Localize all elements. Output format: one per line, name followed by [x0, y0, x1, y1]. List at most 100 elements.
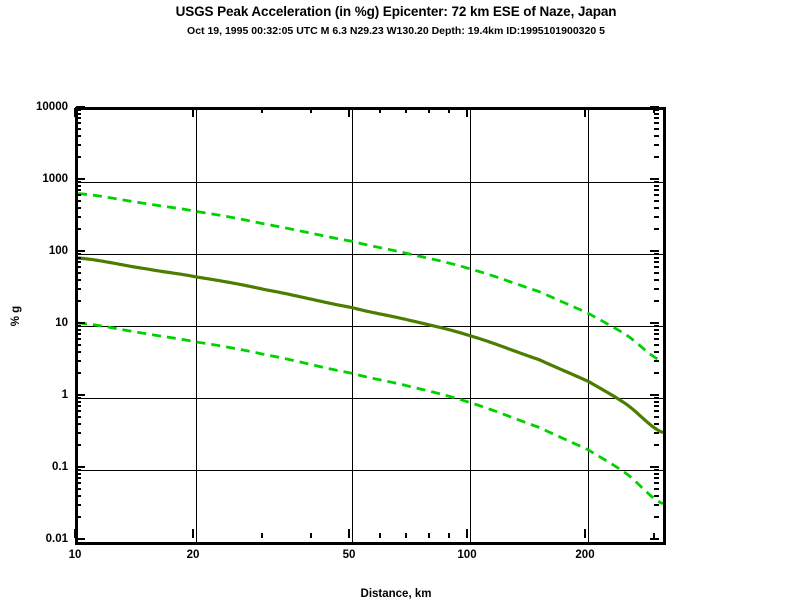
y-tick-label: 10 — [55, 317, 68, 329]
y-axis-tick-major — [650, 466, 659, 468]
y-axis-tick-minor — [76, 423, 81, 425]
x-tick-label: 200 — [575, 549, 595, 561]
y-axis-tick-minor — [654, 266, 659, 268]
y-axis-tick-major — [76, 322, 85, 324]
y-axis-tick-minor — [76, 128, 81, 130]
y-axis-tick-minor — [76, 156, 81, 158]
y-axis-tick-minor — [76, 444, 81, 446]
y-axis-tick-minor — [76, 207, 81, 209]
y-axis-tick-minor — [76, 405, 81, 407]
y-axis-tick-minor — [76, 360, 81, 362]
y-axis-tick-minor — [654, 207, 659, 209]
y-axis-tick-minor — [76, 469, 81, 471]
x-axis-tick-minor — [310, 533, 312, 538]
x-axis-tick-minor — [448, 108, 450, 113]
x-axis-tick-major — [192, 529, 194, 538]
y-axis-tick-minor — [76, 351, 81, 353]
x-axis-tick-major — [348, 108, 350, 117]
y-axis-tick-minor — [76, 325, 81, 327]
x-axis-tick-major — [584, 529, 586, 538]
y-tick-label: 10000 — [36, 101, 68, 113]
y-axis-tick-minor — [76, 189, 81, 191]
x-axis-tick-minor — [428, 533, 430, 538]
x-axis-title: Distance, km — [360, 588, 432, 600]
y-axis-tick-major — [76, 394, 85, 396]
y-axis-tick-minor — [76, 113, 81, 115]
plot-frame — [75, 107, 666, 545]
y-axis-tick-major — [650, 538, 659, 540]
y-axis-tick-minor — [76, 253, 81, 255]
y-axis-tick-minor — [76, 266, 81, 268]
y-tick-label: 0.1 — [52, 461, 68, 473]
y-axis-tick-minor — [654, 482, 659, 484]
y-axis-tick-minor — [654, 135, 659, 137]
y-axis-tick-minor — [654, 216, 659, 218]
y-axis-tick-minor — [654, 228, 659, 230]
y-axis-tick-minor — [76, 410, 81, 412]
bound-curve — [78, 192, 663, 363]
x-axis-tick-minor — [261, 108, 263, 113]
y-axis-tick-minor — [76, 181, 81, 183]
y-axis-tick-minor — [654, 397, 659, 399]
x-axis-tick-major — [466, 108, 468, 117]
y-axis-tick-minor — [654, 416, 659, 418]
y-axis-tick-major — [650, 178, 659, 180]
y-axis-tick-minor — [76, 473, 81, 475]
y-axis-tick-minor — [76, 257, 81, 259]
y-axis-tick-minor — [654, 401, 659, 403]
event-subtitle: Oct 19, 1995 00:32:05 UTC M 6.3 N29.23 W… — [187, 25, 605, 37]
y-axis-tick-minor — [654, 253, 659, 255]
median-curve — [78, 256, 663, 435]
x-axis-tick-major — [74, 529, 76, 538]
y-axis-tick-minor — [654, 360, 659, 362]
y-axis-tick-minor — [654, 261, 659, 263]
y-axis-tick-minor — [76, 397, 81, 399]
x-axis-tick-minor — [428, 108, 430, 113]
x-axis-tick-major — [192, 108, 194, 117]
y-axis-tick-minor — [76, 200, 81, 202]
y-tick-label: 1000 — [42, 173, 68, 185]
y-axis-tick-minor — [76, 135, 81, 137]
y-axis-tick-minor — [654, 432, 659, 434]
y-tick-label: 100 — [48, 245, 68, 257]
y-axis-tick-minor — [654, 117, 659, 119]
gridline-vertical — [196, 110, 197, 542]
plot-inner — [78, 110, 663, 542]
y-axis-tick-minor — [654, 516, 659, 518]
gridline-horizontal — [78, 398, 663, 399]
y-axis-tick-minor — [654, 194, 659, 196]
y-axis-tick-minor — [654, 200, 659, 202]
x-axis-tick-major — [466, 529, 468, 538]
gridline-vertical — [588, 110, 589, 542]
y-axis-tick-major — [650, 250, 659, 252]
y-axis-tick-minor — [654, 333, 659, 335]
y-axis-tick-major — [650, 322, 659, 324]
y-tick-label-group: 0.01 0.1 1 10 100 1000 10000 — [0, 0, 68, 612]
bound-curve — [78, 321, 663, 505]
y-axis-tick-minor — [654, 181, 659, 183]
y-axis-tick-major — [76, 106, 85, 108]
y-axis-tick-major — [76, 466, 85, 468]
y-axis-tick-minor — [654, 372, 659, 374]
y-axis-tick-minor — [76, 194, 81, 196]
x-axis-tick-minor — [310, 108, 312, 113]
y-tick-label: 1 — [61, 389, 68, 401]
y-axis-tick-major — [76, 538, 85, 540]
y-axis-tick-major — [76, 178, 85, 180]
y-axis-tick-minor — [654, 122, 659, 124]
gridline-horizontal — [78, 254, 663, 255]
y-axis-tick-minor — [76, 495, 81, 497]
y-axis-tick-minor — [76, 329, 81, 331]
y-axis-tick-minor — [76, 432, 81, 434]
y-axis-tick-minor — [654, 329, 659, 331]
y-axis-tick-minor — [76, 185, 81, 187]
y-axis-tick-minor — [76, 216, 81, 218]
x-tick-label: 20 — [186, 549, 200, 561]
y-axis-tick-minor — [654, 444, 659, 446]
y-axis-tick-minor — [654, 156, 659, 158]
y-axis-tick-minor — [654, 279, 659, 281]
y-axis-tick-minor — [76, 144, 81, 146]
y-axis-tick-minor — [76, 488, 81, 490]
y-axis-tick-minor — [76, 372, 81, 374]
y-axis-tick-minor — [76, 344, 81, 346]
